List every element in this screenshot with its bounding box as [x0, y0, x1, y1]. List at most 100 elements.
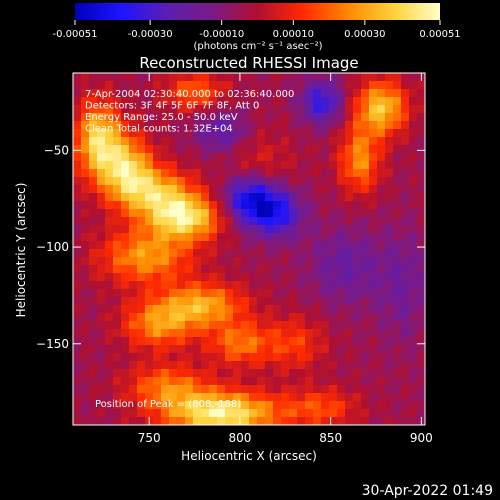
- heatmap-cell: [113, 369, 122, 378]
- heatmap-cell: [137, 337, 146, 346]
- heatmap-cell: [249, 321, 258, 330]
- heatmap-cell: [145, 233, 154, 242]
- heatmap-cell: [281, 273, 290, 282]
- heatmap-cell: [145, 145, 154, 154]
- heatmap-cell: [217, 89, 226, 98]
- heatmap-cell: [265, 385, 274, 394]
- heatmap-cell: [97, 393, 106, 402]
- heatmap-cell: [81, 97, 90, 106]
- heatmap-cell: [417, 105, 425, 114]
- heatmap-cell: [265, 289, 274, 298]
- heatmap-cell: [321, 417, 330, 425]
- heatmap-cell: [297, 153, 306, 162]
- heatmap-cell: [401, 329, 410, 338]
- heatmap-cell: [313, 113, 322, 122]
- heatmap-cell: [145, 153, 154, 162]
- heatmap-cell: [145, 105, 154, 114]
- heatmap-cell: [113, 97, 122, 106]
- heatmap-cell: [377, 313, 386, 322]
- heatmap-cell: [105, 337, 114, 346]
- heatmap-cell: [89, 321, 98, 330]
- heatmap-cell: [233, 121, 242, 130]
- heatmap-cell: [409, 81, 418, 90]
- heatmap-cell: [233, 233, 242, 242]
- heatmap-cell: [137, 105, 146, 114]
- heatmap-cell: [385, 393, 394, 402]
- heatmap-cell: [97, 217, 106, 226]
- heatmap-cell: [401, 81, 410, 90]
- heatmap-cell: [337, 401, 346, 410]
- heatmap-cell: [257, 361, 266, 370]
- heatmap-cell: [345, 361, 354, 370]
- heatmap-cell: [177, 241, 186, 250]
- heatmap-cell: [393, 289, 402, 298]
- heatmap-cell: [249, 73, 258, 82]
- heatmap-cell: [201, 281, 210, 290]
- heatmap-cell: [209, 281, 218, 290]
- heatmap-cell: [97, 121, 106, 130]
- heatmap-cell: [377, 289, 386, 298]
- heatmap-cell: [233, 89, 242, 98]
- heatmap-cell: [249, 305, 258, 314]
- heatmap-cell: [225, 113, 234, 122]
- heatmap-cell: [249, 249, 258, 258]
- heatmap-cell: [217, 129, 226, 138]
- heatmap-cell: [145, 369, 154, 378]
- heatmap-cell: [185, 201, 194, 210]
- heatmap-cell: [249, 417, 258, 425]
- heatmap-cell: [417, 97, 425, 106]
- x-tick-label: 850: [319, 431, 342, 445]
- heatmap-cell: [377, 121, 386, 130]
- heatmap-cell: [81, 321, 90, 330]
- heatmap-cell: [353, 361, 362, 370]
- heatmap-cell: [409, 345, 418, 354]
- heatmap-cell: [417, 209, 425, 218]
- heatmap-cell: [169, 393, 178, 402]
- heatmap-cell: [193, 177, 202, 186]
- heatmap-cell: [353, 281, 362, 290]
- heatmap-cell: [217, 385, 226, 394]
- heatmap-cell: [209, 137, 218, 146]
- heatmap-cell: [361, 137, 370, 146]
- heatmap-cell: [417, 377, 425, 386]
- heatmap-cell: [281, 217, 290, 226]
- heatmap-cell: [297, 129, 306, 138]
- heatmap-cell: [145, 401, 154, 410]
- heatmap-cell: [345, 393, 354, 402]
- heatmap-cell: [257, 225, 266, 234]
- heatmap-cell: [353, 137, 362, 146]
- heatmap-cell: [249, 337, 258, 346]
- heatmap-cell: [113, 385, 122, 394]
- heatmap-cell: [377, 265, 386, 274]
- heatmap-cell: [89, 73, 98, 82]
- heatmap-cell: [409, 233, 418, 242]
- heatmap-cell: [233, 73, 242, 82]
- heatmap-cell: [161, 97, 170, 106]
- heatmap-cell: [217, 265, 226, 274]
- heatmap-cell: [153, 257, 162, 266]
- heatmap-cell: [137, 281, 146, 290]
- heatmap-cell: [73, 73, 82, 82]
- heatmap-cell: [105, 305, 114, 314]
- heatmap-cell: [89, 217, 98, 226]
- heatmap-cell: [201, 393, 210, 402]
- heatmap-cell: [281, 337, 290, 346]
- heatmap-cell: [233, 209, 242, 218]
- heatmap-cell: [385, 257, 394, 266]
- heatmap-cell: [361, 385, 370, 394]
- heatmap-cell: [393, 209, 402, 218]
- heatmap-cell: [273, 265, 282, 274]
- heatmap-cell: [153, 153, 162, 162]
- heatmap-cell: [193, 153, 202, 162]
- heatmap-cell: [121, 257, 130, 266]
- heatmap-cell: [225, 161, 234, 170]
- heatmap-cell: [297, 417, 306, 425]
- heatmap-cell: [377, 105, 386, 114]
- heatmap-cell: [289, 257, 298, 266]
- heatmap-cell: [217, 185, 226, 194]
- heatmap-cell: [385, 417, 394, 425]
- heatmap-cell: [225, 97, 234, 106]
- heatmap-cell: [121, 321, 130, 330]
- heatmap-cell: [233, 401, 242, 410]
- heatmap-cell: [385, 161, 394, 170]
